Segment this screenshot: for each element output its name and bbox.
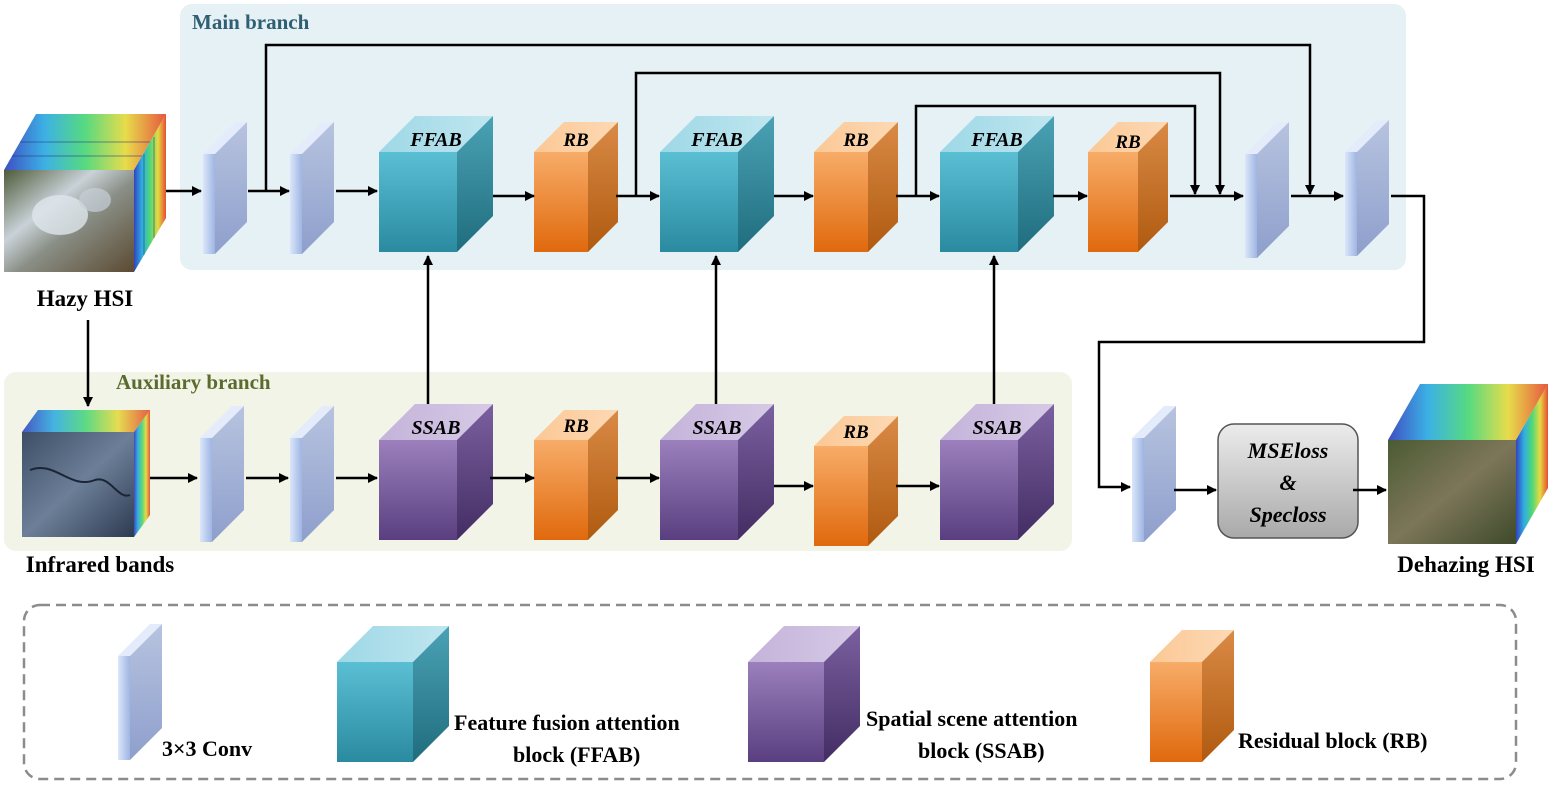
hazy-hsi-cube [4, 114, 166, 272]
auxiliary-branch-title: Auxiliary branch [116, 370, 271, 394]
legend-rb-label: Residual block (RB) [1238, 728, 1427, 753]
conv-block [290, 406, 334, 542]
ssab-block: SSAB [940, 404, 1054, 540]
conv-block [203, 122, 247, 254]
ssab-label: SSAB [412, 417, 461, 439]
ffab-block: FFAB [660, 116, 774, 252]
hazy-hsi-label: Hazy HSI [37, 286, 134, 311]
skip-connection-outer [264, 43, 1315, 195]
connection-arrows [83, 43, 1426, 495]
conv-block [290, 122, 334, 254]
ssab-block [748, 626, 860, 762]
ffab-block [337, 626, 449, 762]
legend-ffab-label-line2: block (FFAB) [513, 742, 640, 767]
rb-block [1150, 630, 1234, 762]
legend-conv-label: 3×3 Conv [162, 736, 252, 761]
infrared-bands-label: Infrared bands [26, 552, 175, 577]
ssab-label: SSAB [973, 417, 1022, 439]
conv-block [118, 624, 162, 760]
skip-connection-middle [634, 71, 1225, 196]
blocks-layer: FFAB RB FFAB RB FFAB RB SSAB RB SSAB RB SSAB [200, 116, 1389, 546]
rb-label: RB [1114, 132, 1140, 153]
conv-block [1132, 406, 1176, 542]
loss-line3: Specloss [1250, 502, 1327, 527]
rb-block: RB [814, 122, 898, 252]
legend-ssab-label-line2: block (SSAB) [918, 738, 1045, 763]
ssab-block: SSAB [379, 404, 493, 540]
rb-label: RB [842, 130, 868, 151]
legend: 3×3 Conv Feature fusion attention block … [22, 603, 1518, 781]
rb-block: RB [814, 416, 898, 546]
legend-blocks [118, 624, 1234, 762]
conv-block [1345, 120, 1389, 256]
loss-box: MSEloss & Specloss [1217, 423, 1359, 539]
ffab-label: FFAB [970, 129, 1023, 151]
ffab-label: FFAB [690, 129, 743, 151]
rb-label: RB [842, 422, 868, 443]
rb-block: RB [534, 122, 618, 252]
loss-line2: & [1279, 470, 1296, 495]
rb-label: RB [562, 130, 588, 151]
rb-block: RB [534, 410, 618, 540]
infrared-bands-cube [22, 410, 150, 537]
rb-label: RB [562, 416, 588, 437]
conv-block [200, 406, 244, 542]
dehazing-hsi-label: Dehazing HSI [1397, 552, 1534, 577]
ffab-label: FFAB [409, 129, 462, 151]
ssab-block: SSAB [660, 404, 774, 540]
loss-line1: MSEloss [1247, 438, 1329, 463]
legend-ffab-label-line1: Feature fusion attention [454, 710, 680, 735]
ffab-block: FFAB [940, 116, 1054, 252]
dehazing-hsi-cube [1388, 384, 1548, 544]
rb-block: RB [1088, 122, 1168, 252]
output-path [1097, 194, 1426, 492]
ffab-block: FFAB [379, 116, 493, 252]
conv-block [1245, 122, 1289, 258]
ssab-label: SSAB [693, 417, 742, 439]
legend-ssab-label-line1: Spatial scene attention [866, 706, 1077, 731]
skip-connection-inner [914, 104, 1200, 196]
main-branch-title: Main branch [192, 10, 310, 34]
